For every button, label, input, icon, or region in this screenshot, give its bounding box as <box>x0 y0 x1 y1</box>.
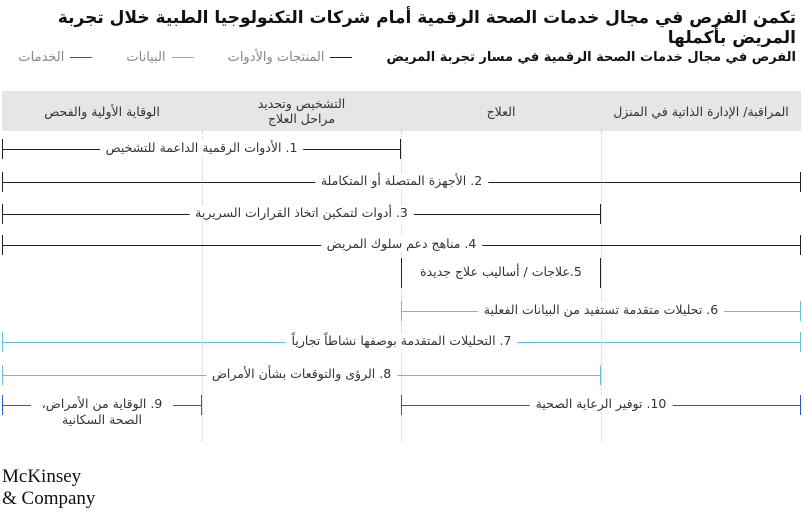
range-cap <box>2 365 3 385</box>
stage-diagnosis: التشخيص وتحديد مراحل العلاج <box>257 96 346 126</box>
opportunity-row: 8. الرؤى والتوقعات بشأن الأمراض <box>2 365 601 385</box>
opportunity-row: 7. التحليلات المتقدمة بوصفها نشاطاً تجار… <box>2 332 801 352</box>
range-cap <box>600 258 601 288</box>
range-cap <box>800 235 801 255</box>
opportunity-label: 4. مناهج دعم سلوك المريض <box>320 236 483 252</box>
stage-divider <box>601 131 602 441</box>
legend-swatch <box>330 57 353 58</box>
range-cap <box>2 172 3 192</box>
legend-swatch <box>171 57 194 58</box>
stage-monitoring: المراقبة/ الإدارة الذاتية في المنزل <box>613 103 789 119</box>
range-cap <box>401 258 402 288</box>
range-cap <box>400 139 401 159</box>
opportunity-label: 7. التحليلات المتقدمة بوصفها نشاطاً تجار… <box>285 333 518 349</box>
range-cap <box>2 204 3 224</box>
range-cap <box>600 365 601 385</box>
opportunity-row: 9. الوقاية من الأمراض، الصحة السكانية <box>2 395 202 428</box>
range-cap <box>401 395 402 415</box>
range-cap <box>2 332 3 352</box>
range-cap <box>800 301 801 321</box>
range-cap <box>2 139 3 159</box>
range-cap <box>2 395 3 415</box>
opportunity-row: 2. الأجهزة المتصلة أو المتكاملة <box>2 172 801 192</box>
range-cap <box>401 301 402 321</box>
range-cap <box>800 172 801 192</box>
opportunity-label: 8. الرؤى والتوقعات بشأن الأمراض <box>205 366 398 382</box>
legend-swatch <box>70 57 93 58</box>
range-cap <box>2 235 3 255</box>
legend-services: الخدمات <box>18 50 93 65</box>
opportunity-row: 4. مناهج دعم سلوك المريض <box>2 235 801 255</box>
stage-header: المراقبة/ الإدارة الذاتية في المنزل العل… <box>2 91 801 131</box>
opportunity-label: 9. الوقاية من الأمراض، الصحة السكانية <box>31 396 173 428</box>
stage-treatment: العلاج <box>486 103 516 119</box>
opportunity-label: 2. الأجهزة المتصلة أو المتكاملة <box>314 173 489 189</box>
opportunity-label: 3. أدوات لتمكين اتخاذ القرارات السريرية <box>189 205 414 221</box>
range-cap <box>800 332 801 352</box>
opportunity-label: 1. الأدوات الرقمية الداعمة للتشخيص <box>99 140 304 156</box>
opportunity-row: 1. الأدوات الرقمية الداعمة للتشخيص <box>2 139 401 159</box>
opportunity-row: 5.علاجات / أساليب علاج جديدة <box>401 258 601 288</box>
opportunity-label: 6. تحليلات متقدمة تستفيد من البيانات الف… <box>477 302 725 318</box>
opportunity-row: 3. أدوات لتمكين اتخاذ القرارات السريرية <box>2 204 601 224</box>
opportunity-row: 6. تحليلات متقدمة تستفيد من البيانات الف… <box>401 301 801 321</box>
range-cap <box>800 395 801 415</box>
stage-divider <box>202 131 203 441</box>
opportunity-label: 5.علاجات / أساليب علاج جديدة <box>414 264 588 280</box>
range-cap <box>201 395 202 415</box>
legend: الفرص في مجال خدمات الصحة الرقمية في مسا… <box>18 50 796 65</box>
mckinsey-logo: McKinsey & Company <box>2 466 96 509</box>
stage-prevention: الوقاية الأولية والفحص <box>44 103 160 119</box>
opportunity-label: 10. توفير الرعاية الصحية <box>529 396 673 412</box>
legend-heading: الفرص في مجال خدمات الصحة الرقمية في مسا… <box>386 50 796 65</box>
legend-products: المنتجات والأدوات <box>228 50 353 65</box>
legend-data: البيانات <box>126 50 194 65</box>
range-cap <box>600 204 601 224</box>
opportunity-row: 10. توفير الرعاية الصحية <box>401 395 801 415</box>
chart-title: تكمن الفرص في مجال خدمات الصحة الرقمية أ… <box>57 8 796 48</box>
